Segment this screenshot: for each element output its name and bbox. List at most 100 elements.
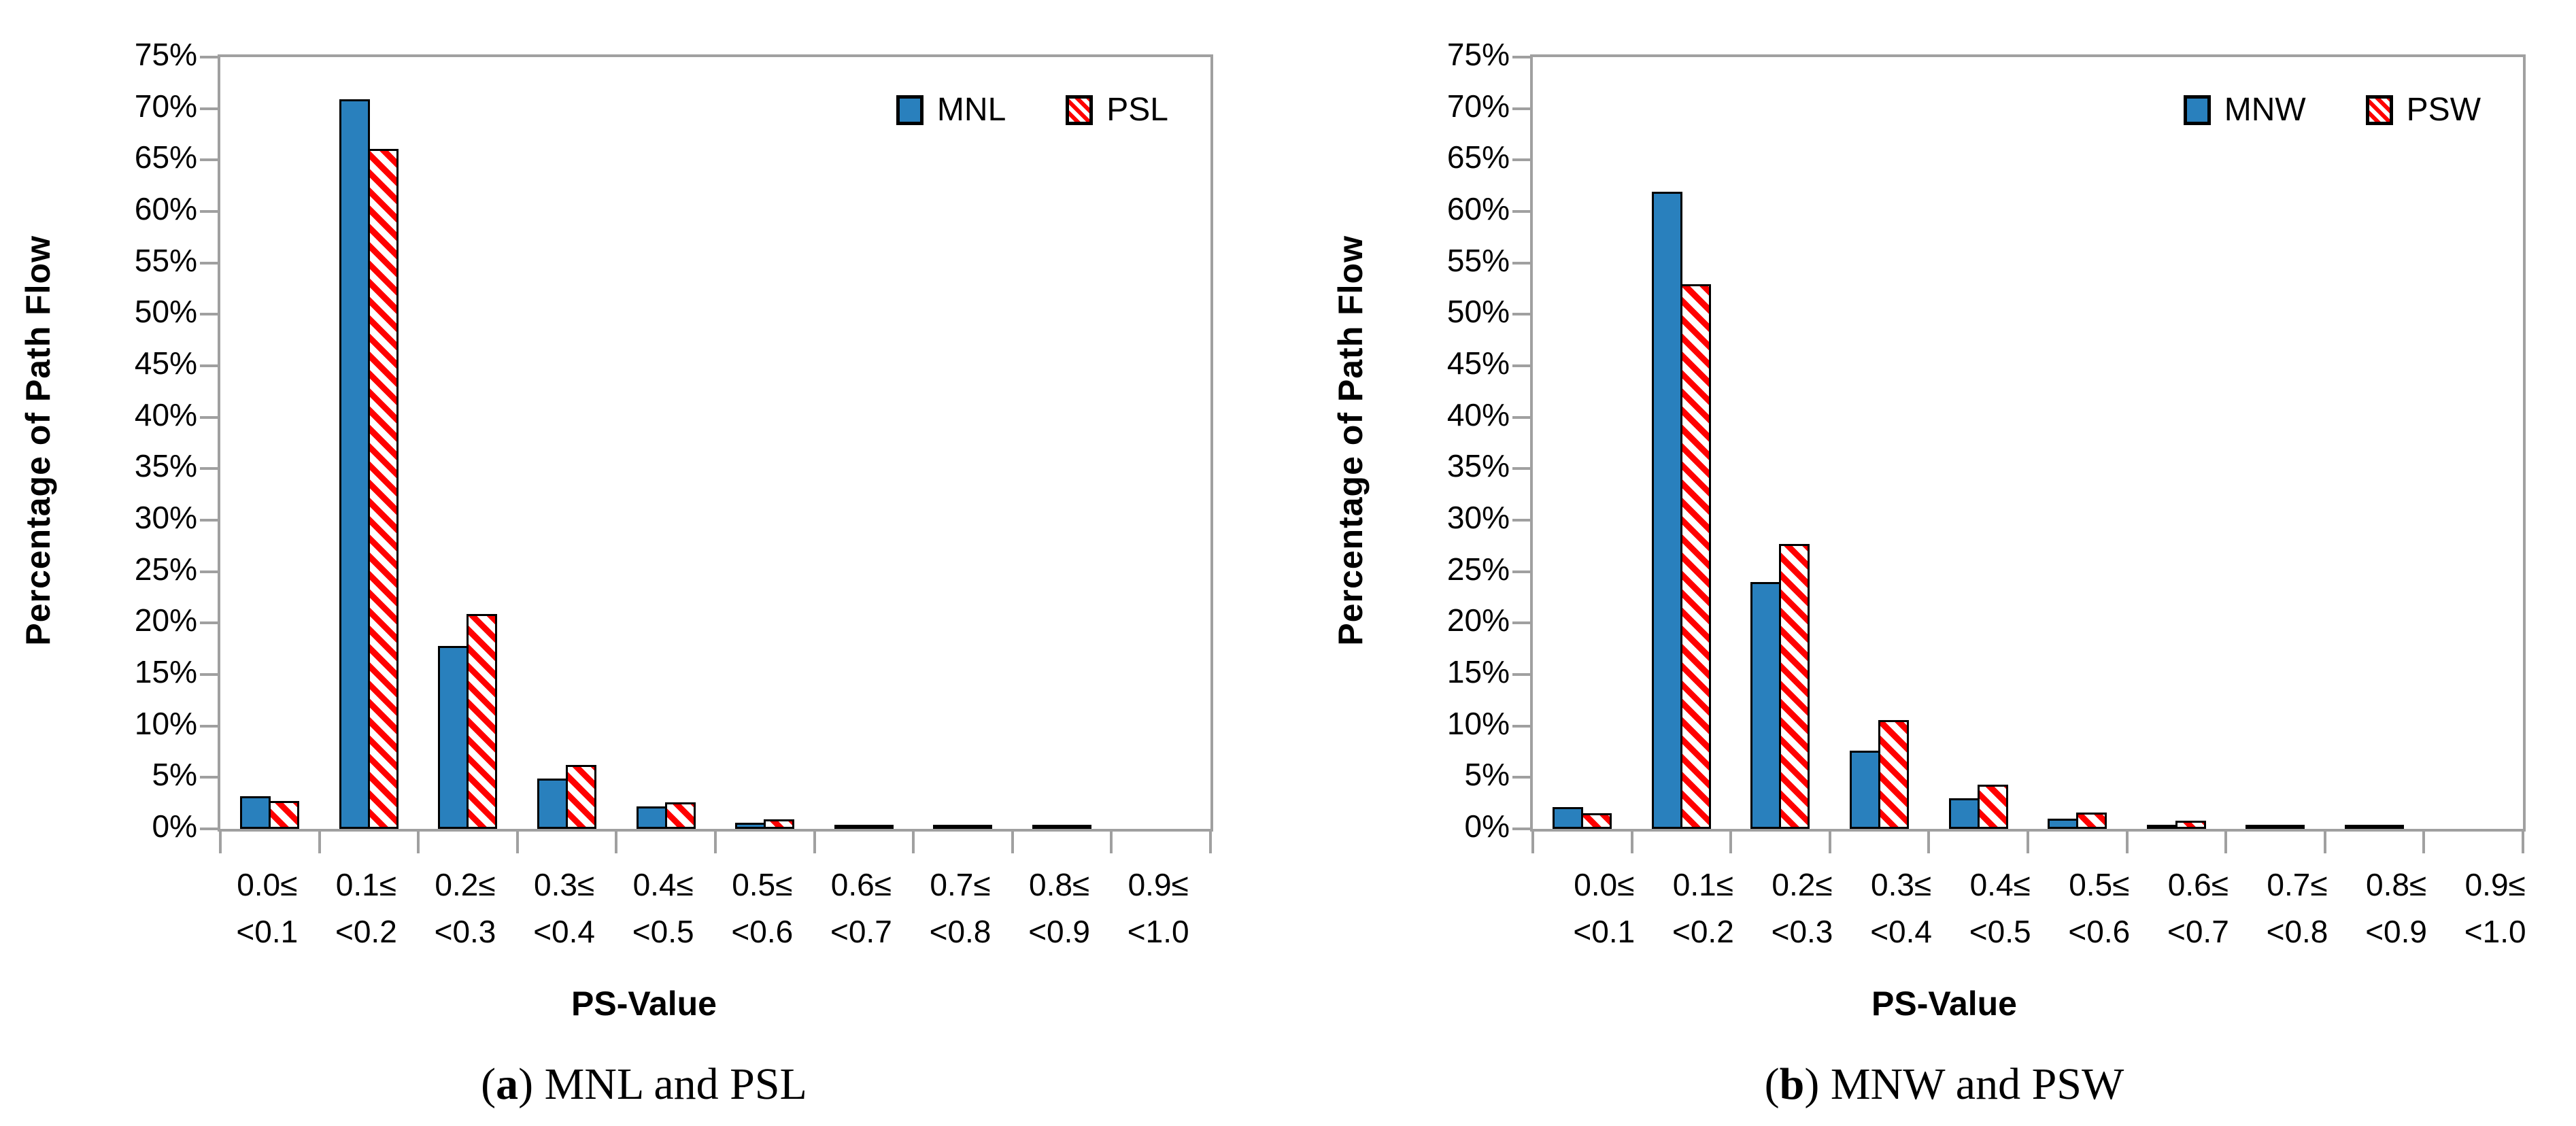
bar-group bbox=[2424, 57, 2523, 829]
x-category-line2: <0.6 bbox=[731, 914, 794, 949]
x-category-line2: <0.7 bbox=[830, 914, 892, 949]
y-axis-title-column-a: Percentage of Path Flow bbox=[0, 54, 76, 826]
x-tick-mark bbox=[219, 832, 222, 853]
legend: MNL PSL bbox=[896, 91, 1168, 129]
x-axis-title: PS-Value bbox=[571, 985, 717, 1023]
bar-group bbox=[1632, 57, 1731, 829]
x-category-label: 0.1≤ <0.2 bbox=[317, 861, 416, 955]
y-tick-label: 35% bbox=[1446, 448, 1510, 484]
legend-item-series1: MNL bbox=[896, 91, 1006, 129]
x-category-line2: <1.0 bbox=[1127, 914, 1189, 949]
x-category-line1: 0.8≤ bbox=[2365, 867, 2427, 902]
bar-group bbox=[1830, 57, 1929, 829]
x-category-label: 0.1≤ <0.2 bbox=[1654, 861, 1753, 955]
bar-psw-bin2 bbox=[1680, 284, 1711, 829]
y-tick-label: 5% bbox=[152, 757, 197, 793]
bar-mnl-bin7 bbox=[834, 825, 865, 829]
y-tick-mark bbox=[200, 107, 218, 110]
y-tick-mark bbox=[200, 570, 218, 573]
x-category-label: 0.3≤ <0.4 bbox=[1852, 861, 1951, 955]
bar-psw-bin3 bbox=[1779, 543, 1810, 829]
x-category-line2: <0.8 bbox=[2266, 914, 2328, 949]
y-tick-label: 55% bbox=[1446, 242, 1510, 278]
bar-mnw-bin7 bbox=[2146, 824, 2177, 829]
x-tick-mark bbox=[2323, 832, 2326, 853]
figure-a: Percentage of Path Flow 75% 70% 65% 60% 55% 5… bbox=[0, 0, 1288, 1110]
bar-psl-bin9 bbox=[1061, 825, 1092, 829]
legend-swatch-solid-icon bbox=[2183, 95, 2211, 125]
legend: MNW PSW bbox=[2183, 91, 2481, 129]
legend-label: PSW bbox=[2406, 92, 2481, 128]
x-tick-mark bbox=[813, 832, 816, 853]
bar-mnl-bin1 bbox=[240, 796, 271, 829]
x-category-label: 0.9≤ <1.0 bbox=[1108, 861, 1208, 955]
bar-group bbox=[2028, 57, 2127, 829]
x-category-line2: <0.5 bbox=[632, 914, 694, 949]
legend-item-series2: PSW bbox=[2365, 91, 2481, 129]
x-tick-mark bbox=[515, 832, 519, 853]
x-category-line2: <0.2 bbox=[335, 914, 397, 949]
y-tick-label: 30% bbox=[134, 500, 197, 535]
y-tick-label: 50% bbox=[1446, 294, 1510, 330]
x-category-label: 0.2≤ <0.3 bbox=[1752, 861, 1852, 955]
bar-group bbox=[320, 57, 419, 829]
bar-mnl-bin3 bbox=[438, 645, 469, 829]
y-tick-mark bbox=[200, 158, 218, 162]
y-tick-mark bbox=[1512, 56, 1530, 58]
bar-mnw-bin4 bbox=[1850, 751, 1881, 829]
legend-label: MNW bbox=[2224, 92, 2306, 128]
x-category-label: 0.3≤ <0.4 bbox=[515, 861, 614, 955]
y-tick-label: 15% bbox=[134, 654, 197, 689]
y-tick-mark bbox=[1512, 261, 1530, 265]
bar-group bbox=[418, 57, 518, 829]
y-tick-mark bbox=[1512, 621, 1530, 625]
bar-group bbox=[913, 57, 1013, 829]
legend-swatch-hatched-icon bbox=[1066, 95, 1094, 125]
y-tick-label: 60% bbox=[1446, 191, 1510, 226]
bar-group bbox=[1731, 57, 1830, 829]
y-tick-mark bbox=[1512, 519, 1530, 522]
y-tick-mark bbox=[200, 724, 218, 728]
x-tick-mark bbox=[1927, 832, 1931, 853]
x-tick-mark bbox=[417, 832, 420, 853]
y-tick-mark bbox=[1512, 415, 1530, 419]
y-tick-mark bbox=[200, 467, 218, 471]
y-axis-title: Percentage of Path Flow bbox=[19, 235, 57, 646]
x-category-line1: 0.2≤ bbox=[435, 867, 496, 902]
bar-group bbox=[1111, 57, 1210, 829]
x-tick-mark bbox=[714, 832, 717, 853]
y-tick-label: 40% bbox=[1446, 396, 1510, 432]
y-tick-label: 35% bbox=[134, 448, 197, 484]
bar-psw-bin8 bbox=[2274, 825, 2305, 829]
x-category-label: 0.2≤ <0.3 bbox=[416, 861, 515, 955]
x-category-label: 0.9≤ <1.0 bbox=[2445, 861, 2545, 955]
bar-psl-bin2 bbox=[367, 148, 399, 829]
x-category-line2: <0.3 bbox=[434, 914, 496, 949]
bar-group bbox=[2226, 57, 2325, 829]
bar-psw-bin9 bbox=[2373, 825, 2405, 829]
plot-area: MNL PSL bbox=[200, 54, 1213, 853]
bar-group bbox=[815, 57, 914, 829]
bar-psl-bin8 bbox=[962, 825, 993, 829]
legend-swatch-solid-icon bbox=[896, 95, 923, 125]
x-category-line1: 0.8≤ bbox=[1028, 867, 1090, 902]
x-category-label: 0.8≤ <0.9 bbox=[2347, 861, 2446, 955]
y-tick-labels-a: 75% 70% 65% 60% 55% 50% 45% 40% 35% 30% 25% 20% 15% 1… bbox=[76, 37, 218, 844]
y-tick-mark bbox=[1512, 467, 1530, 471]
x-tick-mark bbox=[2522, 832, 2524, 853]
y-axis-title: Percentage of Path Flow bbox=[1332, 235, 1370, 646]
x-category-line2: <0.9 bbox=[1028, 914, 1090, 949]
y-tick-label: 5% bbox=[1464, 757, 1510, 793]
x-category-line1: 0.0≤ bbox=[237, 867, 298, 902]
bar-psl-bin4 bbox=[566, 765, 597, 829]
bar-group bbox=[518, 57, 617, 829]
bar-psl-bin5 bbox=[664, 802, 696, 829]
x-category-line2: <0.6 bbox=[2068, 914, 2131, 949]
bar-psl-bin7 bbox=[862, 824, 894, 829]
x-tick-mark bbox=[318, 832, 321, 853]
y-tick-mark bbox=[200, 56, 218, 58]
y-tick-label: 25% bbox=[134, 551, 197, 587]
y-tick-mark bbox=[200, 519, 218, 522]
y-tick-mark bbox=[1512, 673, 1530, 676]
